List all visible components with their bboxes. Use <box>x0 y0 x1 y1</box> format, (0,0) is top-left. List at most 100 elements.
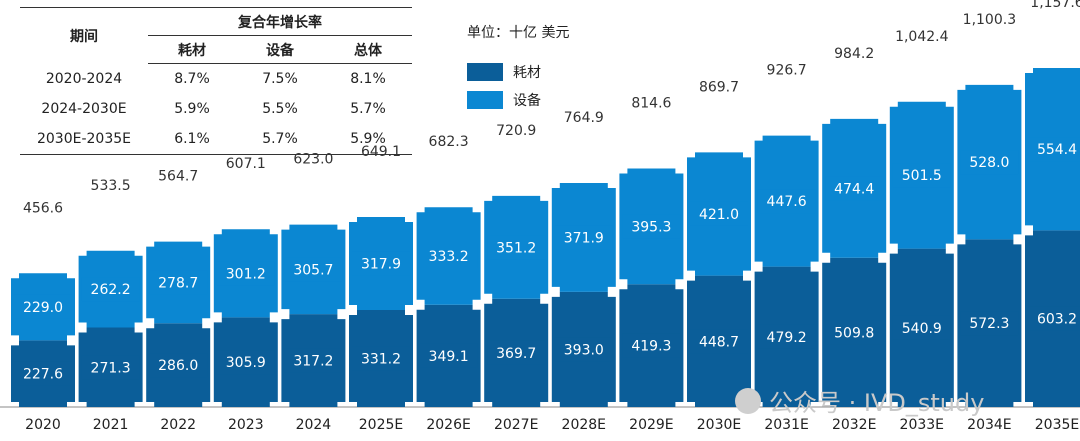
x-tick-label: 2020 <box>25 417 61 433</box>
bar-label-box <box>81 277 140 302</box>
period-cell: 2024-2030E <box>41 101 127 117</box>
bar-label-box <box>284 348 343 373</box>
consumables-value-label: 369.7 <box>496 346 536 362</box>
x-tick-label: 2029E <box>629 417 673 433</box>
equipment-value-label: 317.9 <box>361 256 401 272</box>
equipment-value-label: 305.7 <box>293 262 333 278</box>
x-tick-label: 2027E <box>494 417 538 433</box>
total-value-label: 456.6 <box>23 200 63 216</box>
period-cell: 2020-2024 <box>45 70 123 87</box>
bar-label-box <box>284 257 343 282</box>
equipment-value-label: 421.0 <box>699 207 739 223</box>
total-value-label: 984.2 <box>834 46 874 62</box>
total-value-label: 623.0 <box>293 152 333 168</box>
consumables-value-label: 419.3 <box>631 339 671 355</box>
legend-item-equipment: 设备 <box>467 86 541 114</box>
equipment-value-label: 351.2 <box>496 240 536 256</box>
consumables-value-label: 227.6 <box>23 367 63 383</box>
consumables-value-label: 572.3 <box>969 316 1009 332</box>
x-tick-label: 2028E <box>562 417 606 433</box>
legend-swatch <box>467 91 503 109</box>
total-value-label: 926.7 <box>767 63 807 79</box>
cagr-table: 期间 复合年增长率 耗材 设备 总体 2020-2024 8.7% 7.5% 8… <box>20 7 412 155</box>
bar-label-box <box>149 353 208 378</box>
total-value-label: 869.7 <box>699 79 739 95</box>
consumables-value-label: 317.2 <box>293 354 333 370</box>
bar-label-box <box>825 176 884 201</box>
total-value-label: 607.1 <box>226 156 266 172</box>
consumables-value-label: 349.1 <box>429 349 469 365</box>
period-header: 期间 <box>20 7 148 64</box>
bar-label-box <box>216 350 275 375</box>
x-tick-label: 2033E <box>900 417 944 433</box>
bar-label-box <box>487 235 546 260</box>
bar-label-box <box>892 315 951 340</box>
table-row: 2030E-2035E 6.1% 5.7% 5.9% <box>20 124 412 155</box>
bar-label-box <box>892 163 951 188</box>
x-tick-label: 2025E <box>359 417 403 433</box>
total-value-label: 533.5 <box>91 178 131 194</box>
period-cell: 2030E-2035E <box>20 124 148 155</box>
bar-label-box <box>149 270 208 295</box>
unit-label: 单位：十亿 美元 <box>467 25 570 41</box>
watermark: 公众号 · IVD_study <box>735 383 984 418</box>
equipment-value-label: 447.6 <box>767 194 807 210</box>
bar-label-box <box>1028 137 1080 162</box>
overall-cagr-cell: 5.9% <box>324 124 412 155</box>
total-value-label: 720.9 <box>496 123 536 139</box>
bar-label-box <box>352 346 410 371</box>
bar-label-box <box>622 333 681 358</box>
equipment-value-label: 301.2 <box>226 266 266 282</box>
consumables-value-label: 509.8 <box>834 325 874 341</box>
equipment-value-label: 528.0 <box>969 155 1009 171</box>
consumables-value-label: 331.2 <box>361 352 401 368</box>
consumables-value-label: 305.9 <box>226 355 266 371</box>
bar-label-box <box>14 294 72 319</box>
equipment-cagr-cell: 5.5% <box>262 101 298 117</box>
total-value-label: 1,042.4 <box>895 29 949 45</box>
x-tick-label: 2023 <box>228 417 264 433</box>
equipment-value-label: 229.0 <box>23 300 63 316</box>
equipment-value-label: 371.9 <box>564 230 604 246</box>
x-tick-label: 2032E <box>832 417 876 433</box>
bar-label-box <box>419 343 478 368</box>
wechat-icon <box>735 387 761 414</box>
bar-label-box <box>690 329 748 354</box>
consumables-value-label: 540.9 <box>902 321 942 337</box>
x-tick-label: 2030E <box>697 417 741 433</box>
legend-swatch <box>467 63 503 81</box>
consumables-header: 耗材 <box>148 35 236 64</box>
x-tick-label: 2035E <box>1035 417 1079 433</box>
consumables-value-label: 286.0 <box>158 358 198 374</box>
total-value-label: 1,157.6 <box>1030 0 1080 11</box>
table-row: 2024-2030E 5.9% 5.5% 5.7% <box>20 94 412 124</box>
equipment-value-label: 474.4 <box>834 181 874 197</box>
total-value-label: 1,100.3 <box>963 12 1016 28</box>
bar-label-box <box>487 340 546 365</box>
x-tick-label: 2022 <box>160 417 196 433</box>
x-tick-label: 2021 <box>93 417 129 433</box>
overall-cagr-cell: 5.7% <box>350 101 386 117</box>
equipment-header: 设备 <box>236 35 324 64</box>
bar-label-box <box>960 311 1019 336</box>
legend-label: 设备 <box>513 93 541 109</box>
total-value-label: 814.6 <box>631 95 671 111</box>
x-tick-label: 2024 <box>296 417 332 433</box>
consumables-value-label: 479.2 <box>767 330 807 346</box>
equipment-value-label: 554.4 <box>1037 142 1077 158</box>
table-row: 2020-2024 8.7% 7.5% 8.1% <box>20 64 412 95</box>
watermark-text: 公众号 · IVD_study <box>769 389 985 417</box>
equipment-value-label: 278.7 <box>158 275 198 291</box>
consumables-value-label: 603.2 <box>1037 312 1077 328</box>
consumables-cagr-cell: 5.9% <box>174 101 210 117</box>
bar-label-box <box>352 251 410 276</box>
legend-item-consumables: 耗材 <box>467 58 541 86</box>
consumables-cagr-cell: 8.7% <box>174 71 210 87</box>
bar-label-box <box>757 189 816 214</box>
bar-label-box <box>81 355 140 380</box>
bar-label-box <box>690 201 748 226</box>
x-tick-label: 2026E <box>426 417 470 433</box>
bar-label-box <box>1028 306 1080 331</box>
equipment-cagr-cell: 5.7% <box>236 124 324 155</box>
bar-label-box <box>554 225 613 250</box>
